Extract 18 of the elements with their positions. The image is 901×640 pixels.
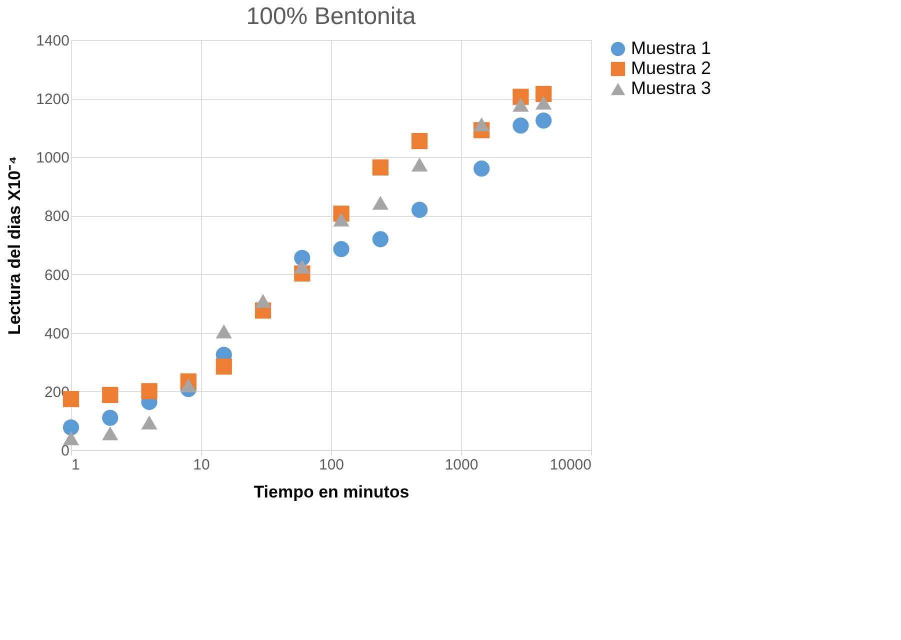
legend-label: Muestra 3 bbox=[631, 78, 712, 98]
y-tick-label: 600 bbox=[44, 266, 70, 284]
x-tick-label: 10 bbox=[193, 456, 210, 474]
chart-title: 100% Bentonita bbox=[246, 3, 416, 30]
y-tick-label: 1400 bbox=[36, 32, 70, 50]
y-tick-label: 800 bbox=[44, 208, 70, 226]
x-tick-label: 1000 bbox=[444, 456, 478, 474]
x-tick-label: 1 bbox=[72, 456, 80, 474]
x-tick-label: 100 bbox=[318, 456, 344, 474]
y-tick-label: 0 bbox=[61, 442, 70, 460]
legend-label: Muestra 2 bbox=[631, 58, 712, 78]
x-axis-title: Tiempo en minutos bbox=[254, 482, 410, 502]
legend-label: Muestra 1 bbox=[631, 38, 712, 58]
y-tick-label: 400 bbox=[44, 325, 70, 342]
y-tick-label: 1200 bbox=[36, 91, 70, 108]
y-axis-title: Lectura del dias X10⁻⁴ bbox=[5, 156, 24, 335]
x-tick-label: 10000 bbox=[550, 456, 592, 474]
y-tick-label: 1000 bbox=[36, 150, 70, 167]
